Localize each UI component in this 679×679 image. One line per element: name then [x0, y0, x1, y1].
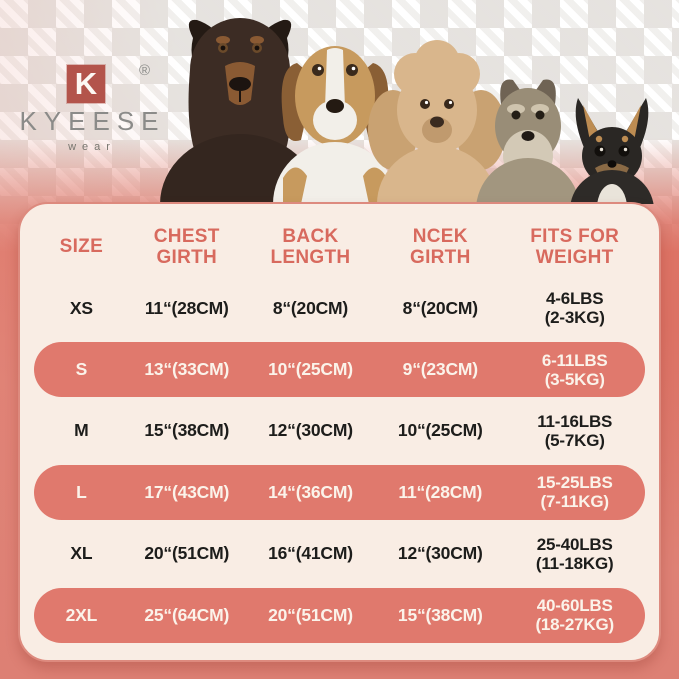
back-length-cell: 12“(30CM) — [268, 420, 353, 441]
back-length-cell: 20“(51CM) — [268, 604, 353, 625]
header-size: SIZE — [59, 236, 104, 258]
chest-girth-cell: 11“(28CM) — [144, 297, 229, 318]
table-row-s: S 13“(33CM) 10“(25CM) 9“(23CM) 6-11LBS (3… — [34, 341, 645, 398]
neck-girth-cell: 9“(23CM) — [402, 359, 478, 380]
weight-cell: 25-40LBS (11-18KG) — [535, 534, 614, 573]
dog-poodle-image — [368, 40, 506, 204]
weight-cell: 40-60LBS (18-27KG) — [535, 596, 614, 635]
size-cell: 2XL — [65, 604, 98, 625]
table-header-row: SIZE CHEST GIRTH BACK LENGTH NCEK GIRTH FIT… — [34, 218, 645, 277]
weight-cell: 11-16LBS (5-7KG) — [537, 411, 613, 450]
back-length-cell: 10“(25CM) — [268, 359, 353, 380]
neck-girth-cell: 10“(25CM) — [397, 420, 483, 441]
neck-girth-cell: 8“(20CM) — [402, 297, 478, 318]
header-fits-for-weight: FITS FOR WEIGHT — [530, 226, 620, 268]
back-length-cell: 14“(36CM) — [268, 481, 353, 502]
dog-schnauzer-image — [476, 79, 580, 204]
weight-cell: 15-25LBS (7-11KG) — [536, 473, 613, 512]
neck-girth-cell: 11“(28CM) — [398, 481, 483, 502]
size-chart-card: SIZE CHEST GIRTH BACK LENGTH NCEK GIRTH FIT… — [18, 202, 661, 662]
header-neck-girth: NCEK GIRTH — [409, 226, 471, 268]
weight-cell: 4-6LBS (2-3KG) — [544, 289, 605, 328]
table-row-2xl: 2XL 25“(64CM) 20“(51CM) 15“(38CM) 40-60L… — [34, 587, 645, 643]
header-chest-girth: CHEST GIRTH — [153, 226, 220, 268]
size-cell: XS — [69, 297, 93, 318]
chest-girth-cell: 25“(64CM) — [144, 604, 230, 625]
weight-cell: 6-11LBS (3-5KG) — [541, 350, 608, 389]
table-row-m: M 15“(38CM) 12“(30CM) 10“(25CM) 11-16LBS… — [34, 400, 645, 461]
chest-girth-cell: 15“(38CM) — [144, 420, 230, 441]
table-row-l: L 17“(43CM) 14“(36CM) 11“(28CM) 15-25LBS… — [34, 464, 645, 521]
size-cell: L — [76, 481, 87, 502]
chest-girth-cell: 17“(43CM) — [144, 481, 230, 502]
neck-girth-cell: 15“(38CM) — [397, 604, 483, 625]
neck-girth-cell: 12“(30CM) — [397, 543, 483, 564]
size-cell: S — [75, 359, 88, 380]
dogs-photo-strip — [160, 18, 654, 204]
back-length-cell: 16“(41CM) — [268, 543, 353, 564]
back-length-cell: 8“(20CM) — [272, 297, 349, 318]
chest-girth-cell: 13“(33CM) — [144, 359, 230, 380]
chest-girth-cell: 20“(51CM) — [144, 543, 230, 564]
brand-name: KYEESE — [19, 106, 166, 136]
table-row-xs: XS 11“(28CM) 8“(20CM) 8“(20CM) 4-6LBS (2-… — [34, 277, 645, 338]
size-cell: M — [74, 420, 89, 441]
size-cell: XL — [70, 543, 93, 564]
header-back-length: BACK LENGTH — [270, 226, 351, 268]
dog-chihuahua-image — [570, 98, 654, 204]
brand-logo: K ® KYEESE wear — [0, 0, 190, 170]
brand-logo-mark: K — [67, 65, 105, 103]
registered-trademark-symbol: ® — [139, 62, 151, 79]
brand-subtitle: wear — [68, 141, 116, 153]
table-row-xl: XL 20“(51CM) 16“(41CM) 12“(30CM) 25-40LB… — [34, 523, 645, 584]
